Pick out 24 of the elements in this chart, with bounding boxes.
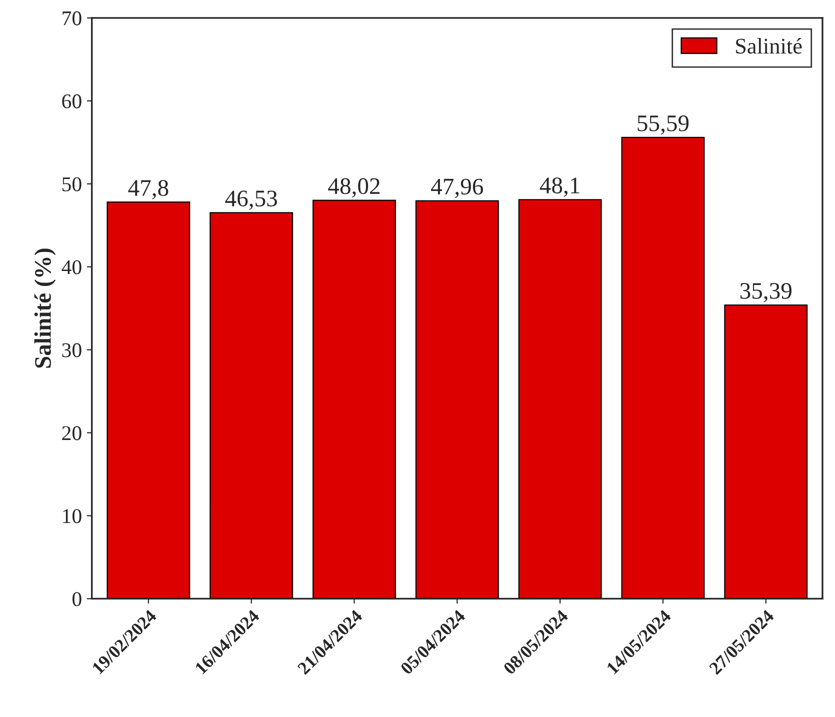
y-tick-label: 50 — [62, 177, 82, 192]
bar — [312, 200, 396, 599]
y-tick-label: 30 — [62, 343, 82, 358]
bar — [621, 136, 705, 599]
data-label: 47,96 — [431, 178, 484, 198]
data-label: 46,53 — [225, 190, 277, 210]
y-tick-label: 40 — [62, 260, 82, 274]
bar — [518, 199, 602, 599]
y-tick-label: 10 — [63, 509, 82, 524]
data-label: 48,1 — [540, 178, 580, 197]
legend-label: Salinité — [736, 38, 802, 54]
bar — [415, 200, 499, 599]
y-tick-label: 20 — [62, 426, 82, 440]
data-label: 35,39 — [740, 283, 792, 302]
bar — [724, 304, 808, 599]
bar — [210, 212, 294, 599]
y-tick-label: 0 — [72, 592, 82, 606]
bar — [106, 202, 190, 599]
data-label: 47,8 — [128, 180, 168, 200]
y-axis-title: Salinité (%) — [34, 248, 56, 368]
y-tick-label: 70 — [62, 11, 82, 26]
data-label: 55,59 — [638, 115, 689, 135]
y-tick-label: 60 — [62, 94, 82, 108]
data-label: 48,02 — [328, 178, 380, 198]
